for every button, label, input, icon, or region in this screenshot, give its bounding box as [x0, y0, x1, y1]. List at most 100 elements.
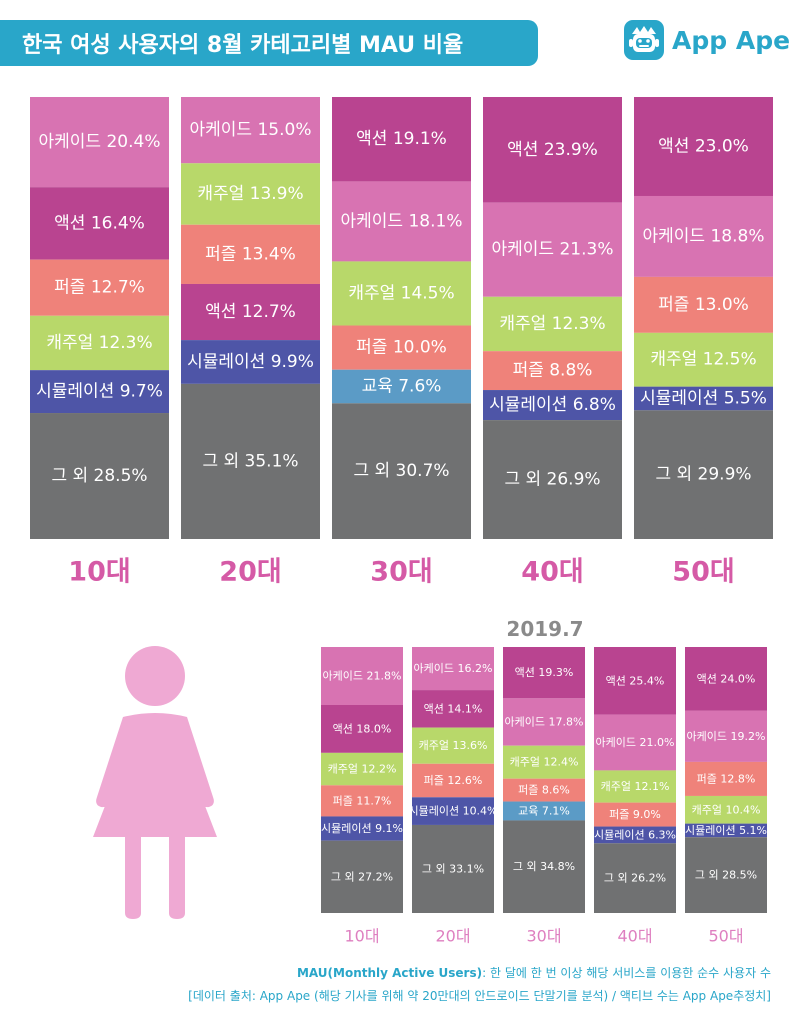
data-label: 시뮬레이션 9.1% — [321, 822, 403, 835]
category-label: 50대 — [708, 927, 743, 946]
bar-segment-other — [30, 413, 169, 539]
mau-term: MAU(Monthly Active Users) — [296, 966, 483, 980]
bar-segment-action — [412, 690, 494, 728]
bar-segment-other — [181, 383, 320, 539]
stacked-bar-chart-2: 2019.7 아케이드 21.8% 액션 18.0% 캐주얼 12.2% 퍼즐 11.7… — [321, 617, 767, 946]
bar-segment-other — [332, 403, 471, 539]
bar-segment-puzzle — [634, 276, 773, 333]
bar-segment-puzzle — [181, 224, 320, 284]
data-label: 캐주얼 10.4% — [692, 802, 761, 816]
data-label: 교육 7.6% — [362, 377, 442, 397]
data-label: 액션 19.3% — [515, 666, 574, 679]
bar-stack: 아케이드 16.2% 액션 14.1% 캐주얼 13.6% 퍼즐 12.6% 시뮬레이션… — [408, 647, 498, 913]
data-label: 그 외 29.9% — [655, 465, 751, 485]
bar-segment-other — [594, 843, 676, 913]
bar-segment-simulation — [594, 826, 676, 844]
category-label: 20대 — [219, 557, 281, 588]
bar-segment-simulation — [685, 823, 767, 838]
data-label: 캐주얼 13.6% — [419, 738, 488, 752]
bar-stack: 액션 19.1% 아케이드 18.1% 캐주얼 14.5% 퍼즐 10.0% 교육 7.… — [332, 97, 471, 539]
data-label: 액션 23.0% — [658, 136, 749, 156]
category-label: 40대 — [617, 927, 652, 946]
bar-segment-casual — [594, 770, 676, 803]
bar-segment-casual — [412, 727, 494, 764]
data-label: 시뮬레이션 6.3% — [594, 828, 676, 841]
data-label: 액션 12.7% — [205, 302, 296, 322]
data-label: 아케이드 21.0% — [596, 736, 675, 749]
source-caption: [데이터 출처: App Ape (해당 기사를 위해 약 20만대의 안드로이… — [188, 989, 771, 1003]
data-label: 아케이드 18.8% — [643, 226, 765, 246]
data-label: 시뮬레이션 9.9% — [187, 352, 314, 372]
data-label: 그 외 35.1% — [202, 451, 298, 471]
data-label: 액션 23.9% — [507, 140, 598, 160]
data-label: 시뮬레이션 10.4% — [408, 805, 497, 818]
bar-segment-action — [594, 647, 676, 715]
bar-segment-puzzle — [412, 763, 494, 798]
bar-stack: 아케이드 21.8% 액션 18.0% 캐주얼 12.2% 퍼즐 11.7% 시뮬레이션… — [321, 647, 403, 913]
data-label: 아케이드 21.3% — [492, 240, 614, 260]
bar-segment-casual — [30, 315, 169, 371]
data-label: 아케이드 15.0% — [190, 120, 312, 140]
category-label: 40대 — [521, 557, 583, 588]
data-label: 시뮬레이션 5.5% — [640, 388, 767, 408]
data-label: 캐주얼 12.4% — [510, 755, 579, 769]
monkey-face-icon — [629, 26, 659, 52]
bar-stack: 액션 19.3% 아케이드 17.8% 캐주얼 12.4% 퍼즐 8.6% 교육 7.1… — [503, 647, 585, 913]
bar-segment-action — [634, 97, 773, 196]
data-label: 캐주얼 12.3% — [46, 333, 152, 353]
bar-segment-arcade — [30, 97, 169, 188]
data-label: 캐주얼 12.3% — [499, 314, 605, 334]
bar-segment-arcade — [685, 710, 767, 762]
data-label: 퍼즐 11.7% — [333, 794, 392, 807]
category-label: 50대 — [672, 557, 734, 588]
woman-silhouette-icon — [93, 646, 217, 919]
data-label: 캐주얼 12.5% — [650, 350, 756, 370]
bar-segment-puzzle — [594, 802, 676, 827]
bar-segment-other — [483, 420, 622, 539]
data-label: 퍼즐 12.6% — [424, 774, 483, 787]
bar-stack: 액션 24.0% 아케이드 19.2% 퍼즐 12.8% 캐주얼 10.4% 시뮬레이션… — [685, 647, 767, 913]
bar-segment-puzzle — [332, 325, 471, 370]
data-label: 시뮬레이션 9.7% — [36, 382, 163, 402]
bar-segment-puzzle — [30, 259, 169, 316]
data-label: 퍼즐 12.8% — [697, 772, 756, 785]
data-label: 아케이드 17.8% — [505, 716, 584, 729]
data-label: 아케이드 19.2% — [687, 730, 766, 743]
data-label: 퍼즐 13.4% — [205, 244, 296, 264]
data-label: 시뮬레이션 6.8% — [489, 395, 616, 415]
bar-segment-other — [634, 410, 773, 539]
bar-segment-casual — [634, 332, 773, 387]
bar-segment-education — [332, 369, 471, 404]
bar-segment-action — [30, 187, 169, 260]
page-title: 한국 여성 사용자의 8월 카테고리별 MAU 비율 — [22, 33, 464, 58]
bar-segment-education — [503, 801, 585, 821]
category-label: 20대 — [435, 927, 470, 946]
bar-segment-arcade — [634, 195, 773, 277]
bar-segment-other — [685, 837, 767, 913]
data-label: 아케이드 20.4% — [39, 132, 161, 152]
bar-stack: 아케이드 15.0% 캐주얼 13.9% 퍼즐 13.4% 액션 12.7% 시뮬레이션… — [181, 97, 320, 539]
bar-segment-other — [321, 840, 403, 913]
data-label: 그 외 28.5% — [695, 869, 757, 882]
bar-stack: 액션 25.4% 아케이드 21.0% 캐주얼 12.1% 퍼즐 9.0% 시뮬레이션 … — [594, 647, 676, 913]
data-label: 캐주얼 12.1% — [601, 779, 670, 793]
bar-segment-action — [503, 647, 585, 699]
bar-segment-puzzle — [483, 351, 622, 391]
data-label: 그 외 28.5% — [51, 466, 147, 486]
bar-segment-casual — [321, 752, 403, 786]
bar-segment-puzzle — [503, 778, 585, 802]
data-label: 액션 24.0% — [697, 672, 756, 685]
data-label: 액션 25.4% — [606, 674, 665, 687]
data-label: 퍼즐 8.6% — [518, 784, 570, 797]
data-label: 그 외 26.2% — [604, 872, 666, 885]
chart-canvas: 아케이드 20.4% 액션 16.4% 퍼즐 12.7% 캐주얼 12.3% 시뮬레이션… — [30, 97, 773, 946]
data-label: 퍼즐 9.0% — [609, 808, 661, 821]
bar-segment-other — [412, 824, 494, 913]
data-label: 그 외 26.9% — [504, 470, 600, 490]
data-label: 퍼즐 12.7% — [54, 278, 145, 298]
bar-stack: 아케이드 20.4% 액션 16.4% 퍼즐 12.7% 캐주얼 12.3% 시뮬레이션… — [30, 97, 169, 539]
bar-stack: 액션 23.0% 아케이드 18.8% 퍼즐 13.0% 캐주얼 12.5% 시뮬레이션… — [634, 97, 773, 539]
mau-definition-text: : 한 달에 한 번 이상 해당 서비스를 이용한 순수 사용자 수 — [482, 966, 771, 980]
brand-name: App Ape — [672, 25, 791, 55]
data-label: 그 외 30.7% — [353, 461, 449, 481]
